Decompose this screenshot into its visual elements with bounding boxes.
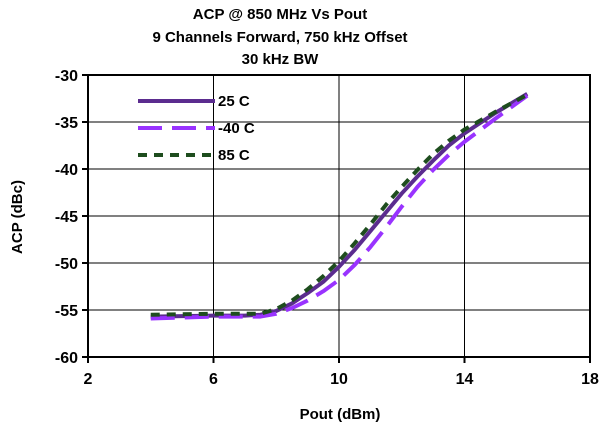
chart-subtitle-line-2: 30 kHz BW — [242, 51, 320, 68]
x-tick-label-4: 18 — [581, 371, 599, 388]
y-axis-ticks: -30 -35 -40 -45 -50 -55 -60 — [55, 68, 88, 367]
y-tick-label-0: -30 — [55, 68, 78, 85]
legend-label-2: 85 C — [218, 147, 250, 164]
chart-title: ACP @ 850 MHz Vs Pout — [193, 6, 367, 23]
y-tick-label-4: -50 — [55, 256, 78, 273]
y-tick-label-5: -55 — [55, 303, 78, 320]
x-tick-label-3: 14 — [456, 371, 474, 388]
x-axis-label: Pout (dBm) — [300, 406, 381, 423]
plot-series — [150, 92, 529, 321]
legend: 25 C -40 C 85 C — [138, 93, 255, 164]
legend-label-1: -40 C — [218, 120, 255, 137]
x-tick-label-0: 2 — [84, 371, 93, 388]
series-line-85c — [150, 92, 529, 317]
x-tick-label-2: 10 — [330, 371, 348, 388]
x-axis-ticks: 2 6 10 14 18 — [84, 357, 599, 388]
y-tick-label-1: -35 — [55, 115, 78, 132]
y-tick-label-6: -60 — [55, 350, 78, 367]
y-axis-label: ACP (dBc) — [9, 180, 26, 254]
chart-subtitle-line-1: 9 Channels Forward, 750 kHz Offset — [152, 29, 407, 46]
y-tick-label-3: -45 — [55, 209, 78, 226]
y-tick-label-2: -40 — [55, 162, 78, 179]
series-line--40c — [150, 94, 529, 321]
legend-label-0: 25 C — [218, 93, 250, 110]
x-tick-label-1: 6 — [209, 371, 218, 388]
